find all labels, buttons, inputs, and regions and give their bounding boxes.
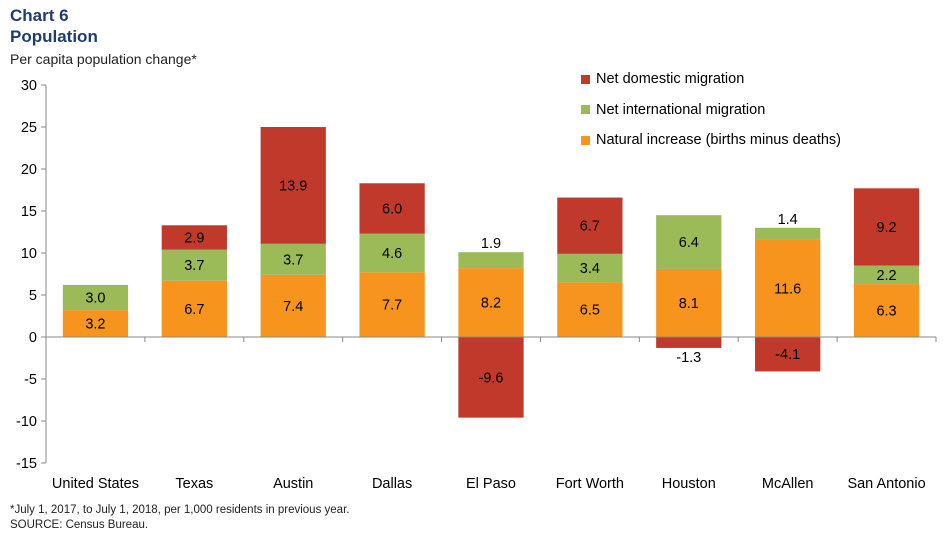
data-label-domestic: 2.9 <box>184 230 204 246</box>
data-label-domestic: -4.1 <box>775 347 800 363</box>
data-label-international: 2.2 <box>876 268 896 284</box>
y-tick-label: 10 <box>21 246 37 262</box>
data-label-natural: 3.2 <box>85 317 105 333</box>
bar-natural <box>359 272 425 337</box>
data-label-domestic: -9.6 <box>479 370 504 386</box>
bar-domestic <box>755 337 821 372</box>
chart-title-block: Chart 6 Population <box>10 5 98 47</box>
chart-number: Chart 6 <box>10 6 69 25</box>
bar-international <box>62 284 129 311</box>
legend-item-international: Net international migration <box>581 95 841 126</box>
bar-domestic <box>458 337 524 418</box>
chart-subtitle: Per capita population change* <box>10 51 197 67</box>
data-label-natural: 6.5 <box>580 303 600 319</box>
legend-label-natural: Natural increase (births minus deaths) <box>596 132 841 149</box>
data-label-international: 3.7 <box>283 252 303 268</box>
data-label-international: 4.6 <box>382 246 402 262</box>
data-label-international: 3.7 <box>184 258 204 274</box>
y-tick-label: -10 <box>16 414 37 430</box>
data-label-domestic: 13.9 <box>279 178 307 194</box>
footnotes: *July 1, 2017, to July 1, 2018, per 1,00… <box>10 503 349 533</box>
y-tick-label: 5 <box>29 288 37 304</box>
x-category-label: McAllen <box>762 476 814 492</box>
data-label-natural: 6.3 <box>876 304 896 320</box>
data-label-natural: 11.6 <box>774 281 801 297</box>
data-label-international: 6.4 <box>679 235 699 251</box>
x-category-label: El Paso <box>466 476 516 492</box>
bar-domestic <box>260 127 326 244</box>
bar-natural <box>260 274 326 337</box>
data-label-international: 3.0 <box>85 291 105 307</box>
x-category-label: Dallas <box>372 476 412 492</box>
legend-label-domestic: Net domestic migration <box>596 71 745 88</box>
legend-swatch-international <box>581 105 590 115</box>
bar-international <box>557 253 623 283</box>
data-label-domestic: 6.7 <box>580 219 600 235</box>
y-tick-label: 30 <box>21 78 37 94</box>
y-tick-label: 20 <box>21 162 37 178</box>
bar-international <box>853 265 920 285</box>
data-label-natural: 7.7 <box>382 298 402 314</box>
legend-item-natural: Natural increase (births minus deaths) <box>581 125 841 156</box>
bar-international <box>359 233 425 273</box>
y-tick-label: -15 <box>16 456 37 472</box>
bar-international <box>458 252 524 269</box>
x-category-label: San Antonio <box>847 476 925 492</box>
footnote-text: *July 1, 2017, to July 1, 2018, per 1,00… <box>10 504 350 516</box>
bar-natural <box>161 280 227 337</box>
bar-domestic <box>557 197 623 254</box>
bar-domestic <box>359 183 425 234</box>
data-label-international: 1.9 <box>481 236 501 252</box>
data-label-international: 3.4 <box>580 261 600 277</box>
data-label-natural: 7.4 <box>283 299 303 315</box>
data-label-domestic: 9.2 <box>876 220 896 236</box>
bar-international <box>260 243 326 275</box>
x-category-label: Austin <box>273 476 313 492</box>
data-label-natural: 8.2 <box>481 296 501 312</box>
bar-domestic <box>656 337 722 348</box>
y-tick-label: 0 <box>29 330 37 346</box>
bar-natural <box>62 310 129 337</box>
y-tick-label: 25 <box>21 120 37 136</box>
data-label-natural: 8.1 <box>679 296 699 312</box>
chart-title: Population <box>10 27 98 46</box>
data-label-domestic: -1.3 <box>676 350 701 366</box>
data-label-domestic: 6.0 <box>382 201 402 217</box>
legend-swatch-domestic <box>581 74 590 84</box>
data-label-natural: 6.7 <box>184 302 204 318</box>
data-label-international: 1.4 <box>778 212 798 228</box>
bar-natural <box>853 284 920 337</box>
bar-natural <box>557 282 623 337</box>
bar-domestic <box>161 225 227 250</box>
bar-natural <box>755 239 821 337</box>
x-category-label: Texas <box>175 476 213 492</box>
bar-natural <box>656 268 722 337</box>
legend-swatch-natural <box>581 135 590 145</box>
bar-international <box>161 249 227 281</box>
bar-natural <box>458 268 524 337</box>
source-text: SOURCE: Census Bureau. <box>10 519 149 531</box>
bar-international <box>656 215 722 269</box>
x-category-label: Fort Worth <box>556 476 624 492</box>
x-category-label: Houston <box>662 476 716 492</box>
x-category-label: United States <box>52 476 139 492</box>
bar-domestic <box>853 188 920 266</box>
y-tick-label: 15 <box>21 204 37 220</box>
legend-item-domestic: Net domestic migration <box>581 64 841 95</box>
y-tick-label: -5 <box>24 372 37 388</box>
legend-label-international: Net international migration <box>596 101 766 118</box>
bar-international <box>755 227 821 240</box>
legend: Net domestic migration Net international… <box>581 64 841 156</box>
